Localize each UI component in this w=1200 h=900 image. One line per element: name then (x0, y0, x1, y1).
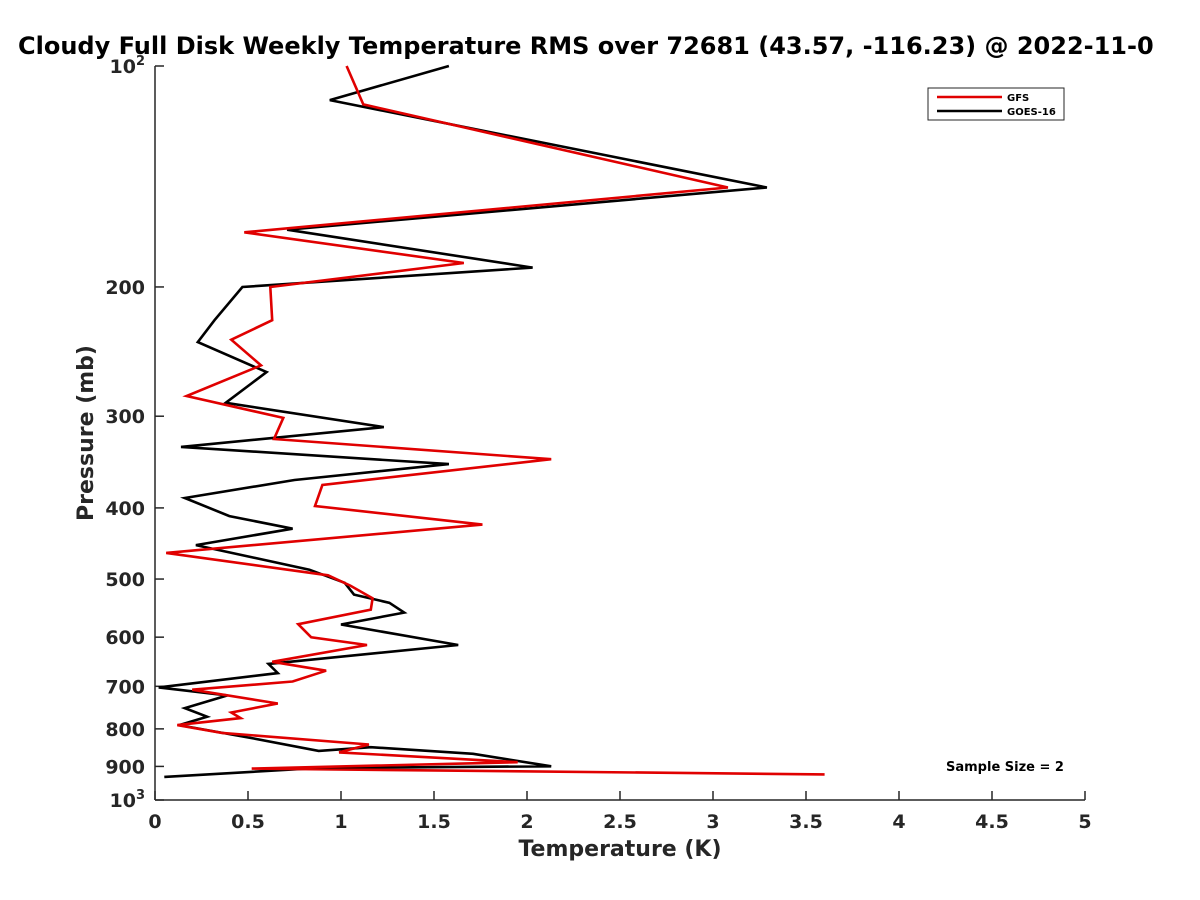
y-tick-label: 800 (105, 719, 145, 741)
y-tick-label: 500 (105, 569, 145, 591)
x-tick-label: 4.5 (975, 811, 1009, 833)
x-tick-label: 4 (892, 811, 905, 833)
y-tick-label: 900 (105, 756, 145, 778)
x-tick-label: 1.5 (417, 811, 451, 833)
legend-label: GFS (1007, 93, 1029, 104)
x-tick-label: 0.5 (231, 811, 265, 833)
series-layer (158, 64, 825, 779)
chart-title: Cloudy Full Disk Weekly Temperature RMS … (18, 32, 1154, 60)
x-axis-label: Temperature (K) (518, 837, 721, 862)
y-tick-label: 700 (105, 676, 145, 698)
x-tick-label: 5 (1078, 811, 1091, 833)
x-tick-label: 3.5 (789, 811, 823, 833)
sample-size-annotation: Sample Size = 2 (946, 760, 1064, 775)
y-tick-label: 600 (105, 627, 145, 649)
x-tick-label: 1 (334, 811, 347, 833)
legend-label: GOES-16 (1007, 107, 1056, 118)
series-line-goes-16 (158, 64, 768, 779)
series-line-gfs (166, 65, 825, 776)
legend-box (927, 87, 1065, 121)
legend: GFS GOES-16 (927, 87, 1065, 121)
x-tick-label: 3 (706, 811, 719, 833)
axis-ticks: 0 0.5 1 1.5 2 2.5 3 3.5 4 4.5 5 102 200 300 400 500 600 7… (105, 54, 1091, 833)
x-tick-label: 2 (520, 811, 533, 833)
plot-area (154, 66, 1085, 801)
y-tick-label: 102 (110, 54, 146, 78)
y-tick-label: 400 (105, 498, 145, 520)
y-tick-label: 103 (110, 788, 146, 812)
y-tick-label: 200 (105, 277, 145, 299)
y-axis-label: Pressure (mb) (74, 345, 99, 521)
x-tick-label: 0 (148, 811, 161, 833)
y-tick-label: 300 (105, 406, 145, 428)
x-tick-label: 2.5 (603, 811, 637, 833)
